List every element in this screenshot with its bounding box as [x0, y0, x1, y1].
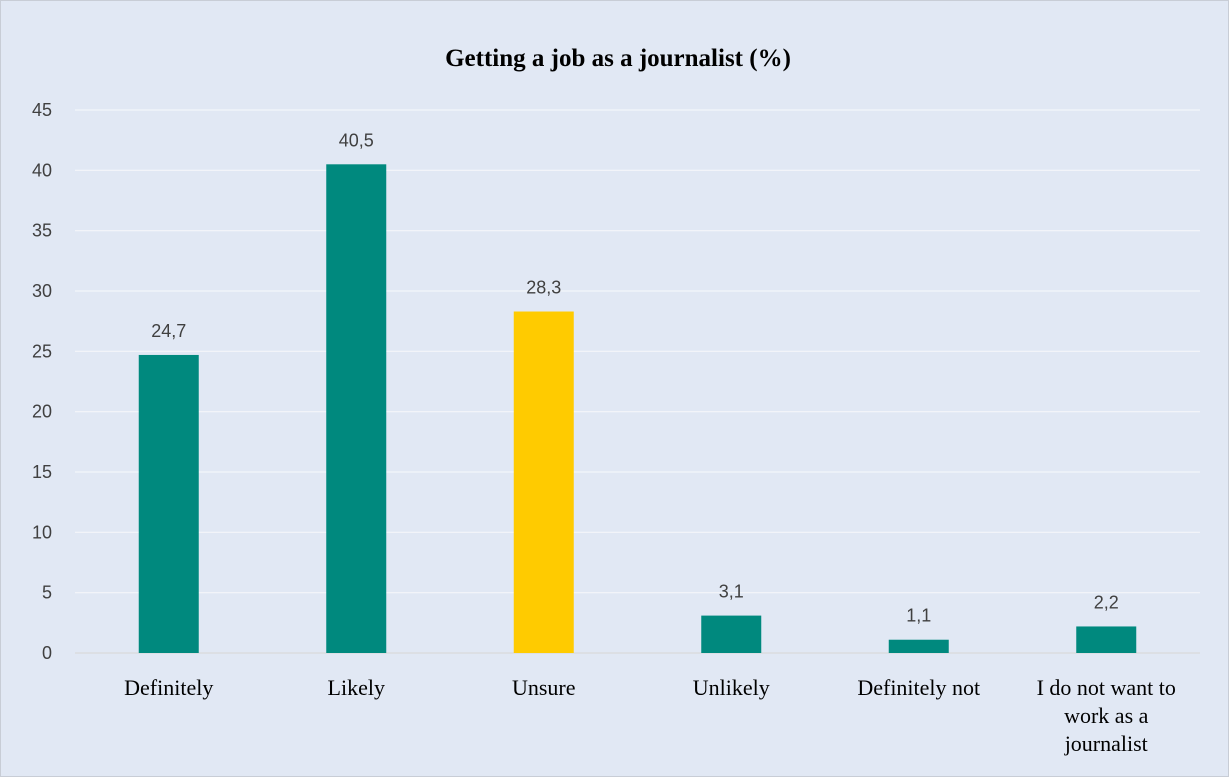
bar	[326, 164, 387, 654]
data-labels: 24,7 40,5 28,3 3,1 1,1 2,2	[151, 130, 1119, 625]
bar	[138, 354, 199, 653]
y-tick-label: 10	[32, 522, 52, 542]
bars	[138, 164, 1137, 654]
y-tick-label: 0	[42, 643, 52, 663]
x-category-label: I do not want to work as a journalist	[1037, 675, 1176, 756]
bar	[888, 639, 949, 653]
y-tick-label: 35	[32, 221, 52, 241]
x-category-label: Likely	[328, 675, 385, 700]
x-category-label: Unsure	[512, 675, 576, 700]
x-category-label: Definitely not	[857, 675, 980, 700]
y-tick-label: 25	[32, 341, 52, 361]
y-tick-label: 20	[32, 402, 52, 422]
x-axis-categories: Definitely Likely Unsure Unlikely Definitely…	[124, 675, 1176, 756]
y-axis-ticks: 0 5 10 15 20 25 30 35 40 45	[32, 100, 52, 663]
y-tick-label: 15	[32, 462, 52, 482]
data-label: 40,5	[339, 130, 374, 150]
data-label: 2,2	[1094, 592, 1119, 612]
data-label: 24,7	[151, 321, 186, 341]
gridlines	[75, 109, 1200, 654]
bar	[513, 311, 574, 653]
chart-title: Getting a job as a journalist (%)	[445, 45, 791, 72]
data-label: 1,1	[906, 606, 931, 626]
y-tick-label: 5	[42, 583, 52, 603]
x-category-label: Definitely	[124, 675, 213, 700]
y-tick-label: 30	[32, 281, 52, 301]
y-tick-label: 40	[32, 160, 52, 180]
data-label: 28,3	[526, 278, 561, 298]
y-tick-label: 45	[32, 100, 52, 120]
x-category-label: Unlikely	[693, 675, 770, 700]
bar	[701, 615, 762, 653]
data-label: 3,1	[719, 582, 744, 602]
bar	[1076, 626, 1137, 653]
